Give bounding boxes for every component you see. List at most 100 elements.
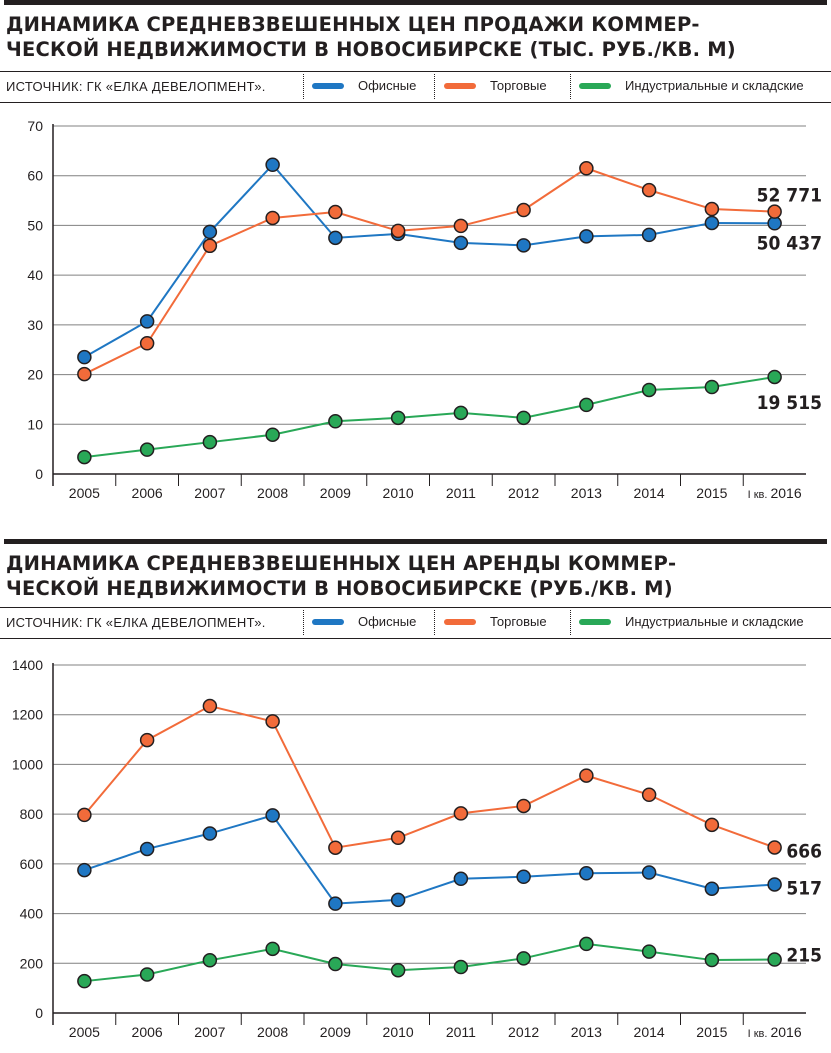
x-tick-label: 2012 [508, 1024, 539, 1040]
data-point-retail [139, 732, 155, 748]
data-point-retail [139, 336, 155, 351]
series-office: 50 437 [77, 157, 822, 365]
x-tick-label: 2005 [69, 1024, 100, 1040]
legend-item-retail: Торговые [444, 614, 547, 629]
y-tick-label: 0 [35, 466, 43, 482]
panel-top-rule [4, 539, 827, 544]
data-point-retail [453, 218, 469, 234]
series-line-industrial [84, 375, 775, 459]
data-point-retail [579, 768, 594, 783]
y-tick-label: 40 [27, 267, 43, 283]
data-point-office [641, 227, 657, 243]
x-tick-label: 2010 [383, 485, 414, 501]
data-point-office [202, 224, 218, 240]
data-point-office [704, 215, 720, 231]
retail-swatch-icon [444, 82, 476, 89]
data-point-office [202, 826, 218, 841]
x-tick-label: 2015 [696, 1024, 727, 1040]
data-point-retail [265, 210, 280, 226]
x-tick-label: 2006 [132, 485, 163, 501]
office-swatch-icon [312, 618, 344, 625]
data-point-retail [641, 182, 657, 198]
end-value-label-retail: 52 771 [757, 185, 822, 207]
series-line-retail [83, 704, 775, 849]
data-point-office [516, 869, 531, 885]
legend-bar: ИСТОЧНИК: ГК «ЕЛКА ДЕВЕЛОПМЕНТ». Офисные… [0, 71, 831, 103]
data-point-office [77, 862, 92, 878]
x-tick-label: 2014 [634, 1024, 665, 1040]
data-point-industrial [202, 434, 218, 450]
data-point-office [767, 877, 782, 892]
x-tick-label: 2011 [446, 485, 476, 501]
y-tick-label: 50 [27, 217, 43, 233]
data-point-office [265, 157, 280, 173]
data-point-retail [202, 238, 218, 254]
legend-item-office: Офисные [312, 78, 416, 93]
data-point-industrial [579, 397, 594, 413]
y-tick-label: 400 [20, 906, 44, 922]
data-point-industrial [453, 405, 469, 421]
data-point-industrial [77, 449, 92, 465]
chart-title: ДИНАМИКА СРЕДНЕВЗВЕШЕННЫХ ЦЕН ПРОДАЖИ КО… [6, 12, 825, 62]
data-point-industrial [516, 410, 531, 426]
y-tick-label: 20 [27, 367, 43, 383]
data-point-office [704, 881, 720, 896]
data-point-retail [579, 161, 594, 176]
y-tick-label: 30 [27, 317, 43, 333]
x-tick-label: 2005 [69, 485, 100, 501]
data-point-office [139, 841, 155, 857]
x-tick-label: 2011 [446, 1024, 476, 1040]
y-axis: 0 10 20 30 40 50 60 70 [27, 118, 806, 482]
data-point-industrial [390, 962, 406, 978]
data-point-retail [77, 366, 92, 382]
data-point-office [328, 230, 343, 246]
x-tick-label: 2009 [320, 485, 351, 501]
data-point-office [453, 871, 469, 887]
legend-item-industrial: Индустриальные и складские [579, 614, 804, 629]
end-value-label-office: 517 [786, 877, 822, 899]
data-point-retail [328, 840, 343, 855]
legend-item-industrial: Индустриальные и складские [579, 78, 804, 93]
series-industrial: 19 515 [77, 369, 822, 465]
x-tick-label: 2015 [696, 485, 727, 501]
series-line-industrial [84, 942, 775, 983]
data-point-industrial [77, 973, 92, 989]
series-retail: 52 771 [77, 161, 822, 382]
data-point-industrial [641, 944, 657, 959]
x-tick-label: 2008 [257, 485, 288, 501]
y-tick-label: 1200 [12, 707, 43, 723]
x-axis: 2005 2006 2007 2008 2009 2010 2011 2012 2013 2014… [69, 1013, 802, 1040]
sale-price-panel: ДИНАМИКА СРЕДНЕВЗВЕШЕННЫХ ЦЕН ПРОДАЖИ КО… [0, 0, 831, 520]
end-value-label-retail: 666 [786, 840, 822, 862]
data-point-industrial [641, 382, 657, 398]
x-tick-label: 2008 [257, 1024, 288, 1040]
data-point-office [579, 866, 594, 881]
data-point-retail [390, 830, 406, 846]
data-point-office [579, 229, 594, 244]
data-point-industrial [328, 956, 343, 972]
x-tick-label: 2012 [508, 485, 539, 501]
data-point-industrial [328, 414, 343, 429]
series-line-office [84, 814, 775, 905]
source-note: ИСТОЧНИК: ГК «ЕЛКА ДЕВЕЛОПМЕНТ». [6, 79, 266, 94]
data-point-industrial [453, 959, 469, 975]
data-point-retail [704, 201, 720, 217]
x-tick-label: 2014 [634, 485, 665, 501]
x-tick-label: 2010 [383, 1024, 414, 1040]
data-point-retail [516, 798, 531, 814]
data-point-industrial [139, 967, 155, 982]
data-point-retail [641, 787, 657, 803]
data-point-office [641, 865, 657, 880]
y-tick-label: 1000 [12, 756, 43, 772]
data-point-retail [767, 840, 782, 855]
data-point-retail [390, 223, 406, 239]
chart-title-line-2: ЧЕСКОЙ НЕДВИЖИМОСТИ В НОВОСИБИРСКЕ (ТЫС.… [6, 38, 736, 61]
x-tick-label: 2007 [194, 1024, 225, 1040]
data-point-retail [202, 698, 218, 714]
data-point-retail [265, 714, 280, 729]
data-point-industrial [704, 379, 720, 395]
legend-item-office: Офисные [312, 614, 416, 629]
x-tick-label: 2013 [571, 1024, 602, 1040]
